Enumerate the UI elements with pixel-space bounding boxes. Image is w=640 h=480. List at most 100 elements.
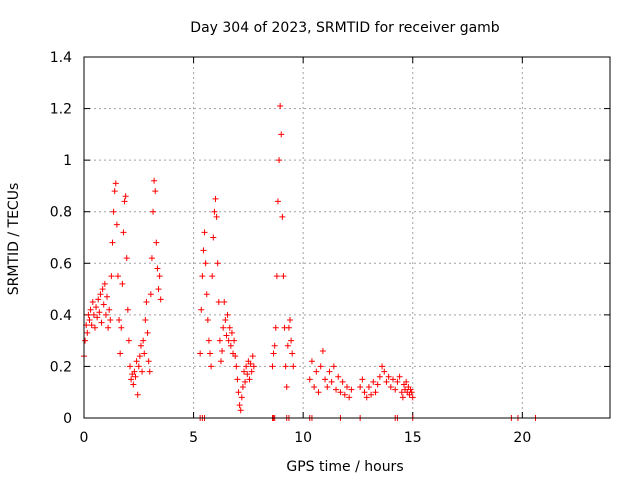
axis-ticks: 0 0.2 0.4 0.6 0.8 1 1.2 1.4 0 5 10 15 20: [50, 50, 610, 446]
data-point: [337, 389, 344, 396]
data-point: [98, 319, 105, 326]
data-point: [247, 360, 254, 367]
data-point: [315, 389, 322, 396]
data-point: [214, 260, 221, 267]
data-point: [84, 329, 91, 336]
data-point: [89, 298, 96, 305]
data-point: [157, 296, 164, 303]
data-point: [198, 306, 205, 313]
data-point: [344, 384, 350, 391]
data-point: [396, 373, 403, 380]
y-tick-label: 1.2: [50, 102, 72, 118]
data-point: [140, 337, 147, 344]
data-point: [145, 358, 152, 365]
data-point: [319, 347, 326, 354]
y-tick-label: 0.4: [50, 308, 72, 324]
data-point: [278, 131, 285, 138]
data-points: [81, 102, 539, 421]
y-tick-label: 0.8: [50, 205, 72, 221]
data-point: [225, 337, 232, 344]
data-point: [151, 177, 158, 184]
data-point: [238, 394, 245, 401]
data-point: [109, 239, 116, 246]
x-axis-label: GPS time / hours: [286, 459, 403, 475]
data-point: [282, 363, 289, 370]
data-point: [114, 273, 121, 280]
data-point: [279, 213, 286, 220]
data-point: [216, 337, 223, 344]
data-point: [383, 378, 390, 385]
data-point: [368, 391, 375, 398]
data-point: [409, 394, 416, 401]
data-point: [136, 353, 143, 360]
data-point: [227, 342, 234, 349]
data-point: [242, 378, 249, 385]
data-point: [106, 306, 113, 313]
data-point: [359, 376, 366, 383]
data-point: [231, 337, 238, 344]
data-point: [234, 376, 241, 383]
x-tick-label: 15: [404, 430, 422, 446]
grid-lines: [84, 57, 610, 418]
data-point: [141, 350, 148, 357]
data-point: [123, 255, 130, 262]
data-point: [277, 102, 284, 109]
data-point: [341, 391, 348, 398]
data-point: [270, 350, 277, 357]
data-point: [150, 208, 157, 215]
y-tick-label: 0.2: [50, 359, 72, 375]
data-point: [365, 384, 372, 391]
chart-title: Day 304 of 2023, SRMTID for receiver gam…: [190, 20, 500, 36]
data-point: [85, 311, 92, 318]
x-tick-label: 10: [294, 430, 312, 446]
data-point: [289, 350, 296, 357]
data-point: [326, 368, 333, 375]
data-point: [100, 301, 107, 308]
data-point: [246, 376, 253, 383]
y-tick-label: 0.6: [50, 256, 72, 272]
data-point: [236, 402, 243, 409]
data-point: [134, 391, 141, 398]
data-point: [135, 363, 142, 370]
data-point: [381, 368, 388, 375]
x-tick-label: 0: [80, 430, 89, 446]
data-point: [328, 378, 335, 385]
data-point: [137, 342, 144, 349]
data-point: [205, 337, 212, 344]
data-point: [203, 291, 210, 298]
data-point: [96, 309, 103, 316]
data-point: [228, 329, 235, 336]
data-point: [226, 324, 233, 331]
data-point: [273, 273, 280, 280]
data-point: [204, 317, 211, 324]
data-point: [101, 280, 108, 287]
data-point: [313, 368, 320, 375]
data-point: [339, 378, 346, 385]
data-point: [348, 386, 355, 393]
data-point: [93, 304, 100, 311]
data-point: [357, 384, 364, 391]
data-point: [222, 317, 229, 324]
data-point: [288, 337, 295, 344]
data-point: [154, 265, 161, 272]
data-point: [243, 363, 250, 370]
data-point: [112, 180, 119, 187]
data-point: [248, 368, 255, 375]
data-point: [239, 384, 246, 391]
data-point: [324, 384, 331, 391]
data-point: [306, 376, 313, 383]
plot-frame: [83, 56, 611, 419]
data-point: [144, 329, 151, 336]
data-point: [147, 291, 154, 298]
data-point: [322, 376, 329, 383]
data-point: [212, 195, 219, 202]
data-point: [285, 324, 292, 331]
y-tick-label: 1.4: [50, 50, 72, 66]
data-point: [392, 386, 399, 393]
data-point: [232, 353, 239, 360]
data-point: [379, 363, 386, 370]
data-point: [156, 273, 163, 280]
data-point: [117, 350, 124, 357]
data-point: [407, 386, 414, 393]
data-point: [82, 337, 89, 344]
